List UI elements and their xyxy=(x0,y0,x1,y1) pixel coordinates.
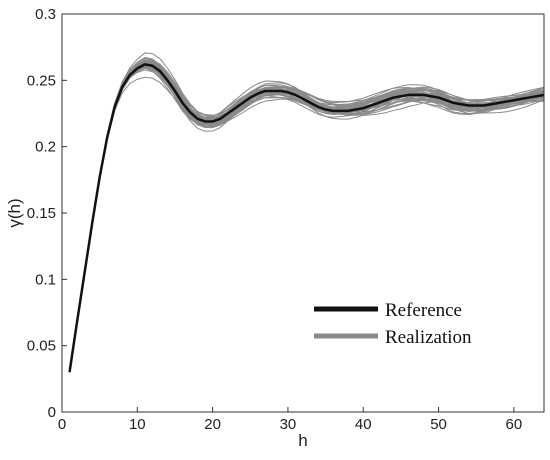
reference-line-group xyxy=(68,63,545,373)
y-tick-label: 0.2 xyxy=(35,139,56,156)
legend-reference-label: Reference xyxy=(385,300,462,321)
realization-line xyxy=(69,64,545,373)
x-tick-label: 40 xyxy=(355,416,372,433)
realization-line xyxy=(69,65,545,373)
y-tick-label: 0.3 xyxy=(35,6,56,23)
realization-line xyxy=(69,76,545,373)
y-tick-label: 0.1 xyxy=(35,271,56,288)
x-tick-label: 0 xyxy=(58,416,66,433)
y-tick-label: 0 xyxy=(48,404,56,421)
realization-line xyxy=(69,69,545,373)
y-tick-label: 0.05 xyxy=(27,338,56,355)
x-axis-ticks: 0 10 20 30 40 50 60 xyxy=(58,407,522,433)
x-tick-label: 50 xyxy=(430,416,447,433)
realization-line xyxy=(69,65,545,373)
x-axis-label: h xyxy=(298,431,307,450)
x-tick-label: 10 xyxy=(129,416,146,433)
y-tick-label: 0.25 xyxy=(27,72,56,89)
legend-realization-label: Realization xyxy=(385,327,472,348)
x-tick-label: 20 xyxy=(204,416,221,433)
y-tick-label: 0.15 xyxy=(27,205,56,222)
realization-line xyxy=(69,60,545,373)
x-tick-label: 60 xyxy=(506,416,523,433)
legend: Reference Realization xyxy=(314,300,472,348)
y-axis-label: γ(h) xyxy=(5,198,24,227)
x-tick-label: 30 xyxy=(280,416,297,433)
reference-line xyxy=(68,63,545,373)
y-axis-ticks: 0 0.05 0.1 0.15 0.2 0.25 0.3 xyxy=(27,6,67,421)
